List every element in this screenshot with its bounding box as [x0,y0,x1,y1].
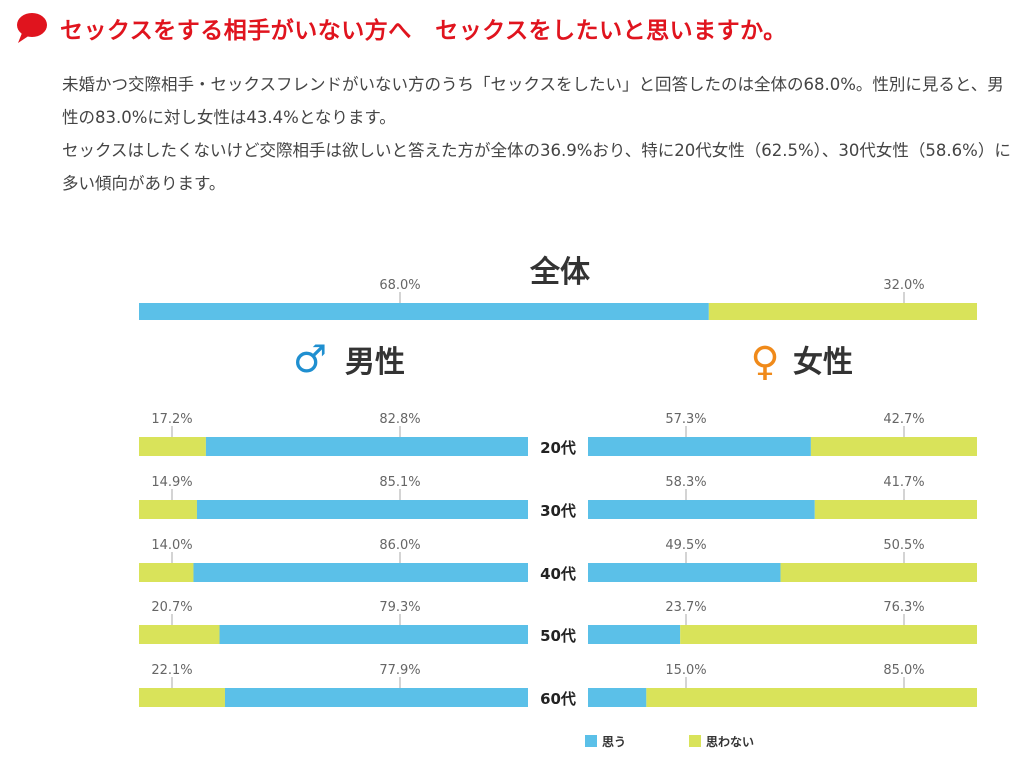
male-no-bar [139,625,220,644]
male-no-bar [139,688,225,707]
male-yes-label: 86.0% [379,538,420,553]
legend-no-swatch [689,735,701,747]
age-category-label: 20代 [540,439,576,457]
female-yes-label: 57.3% [665,412,706,427]
female-yes-label: 15.0% [665,663,706,678]
male-title: 男性 [345,345,405,380]
legend-no-label: 思わない [706,735,754,749]
male-yes-bar [205,437,528,456]
intro-paragraph-1: 未婚かつ交際相手・セックスフレンドがいない方のうち「セックスをしたい」と回答した… [62,75,1004,127]
male-symbol-icon: ♂ [293,337,327,381]
female-yes-label: 49.5% [665,538,706,553]
age-category-label: 60代 [540,690,576,708]
female-no-label: 50.5% [883,538,924,553]
female-yes-label: 58.3% [665,475,706,490]
female-yes-bar [588,625,681,644]
female-no-label: 42.7% [883,412,924,427]
overall-title: 全体 [529,255,591,290]
female-no-bar [810,437,977,456]
male-yes-label: 79.3% [379,600,420,615]
male-no-label: 17.2% [151,412,192,427]
overall-yes-label: 68.0% [379,278,420,293]
male-yes-label: 85.1% [379,475,420,490]
male-no-label: 22.1% [151,663,192,678]
female-yes-bar [588,437,811,456]
page-heading: セックスをする相手がいない方へ セックスをしたいと思いますか。 [14,8,787,48]
female-yes-bar [588,688,647,707]
age-category-label: 50代 [540,627,576,645]
female-no-bar [680,625,977,644]
female-yes-label: 23.7% [665,600,706,615]
page-title: セックスをする相手がいない方へ セックスをしたいと思いますか。 [60,18,787,44]
speech-bubble-icon [17,13,47,43]
legend-yes-swatch [585,735,597,747]
male-yes-bar [196,500,528,519]
male-no-bar [139,563,194,582]
male-yes-label: 82.8% [379,412,420,427]
female-no-bar [646,688,977,707]
male-no-bar [139,500,197,519]
age-category-label: 30代 [540,502,576,520]
male-yes-bar [193,563,528,582]
female-yes-bar [588,500,815,519]
male-no-label: 20.7% [151,600,192,615]
female-symbol-icon: ♀ [750,339,779,385]
intro-paragraph-2: セックスはしたくないけど交際相手は欲しいと答えた方が全体の36.9%おり、特に2… [62,141,1011,193]
male-no-bar [139,437,206,456]
male-yes-label: 77.9% [379,663,420,678]
female-yes-bar [588,563,781,582]
female-no-bar [814,500,977,519]
overall-no-bar [708,303,977,320]
female-no-label: 41.7% [883,475,924,490]
overall-no-label: 32.0% [883,278,924,293]
male-no-label: 14.9% [151,475,192,490]
female-no-label: 76.3% [883,600,924,615]
intro-text: 未婚かつ交際相手・セックスフレンドがいない方のうち「セックスをしたい」と回答した… [62,68,1012,200]
male-yes-bar [224,688,528,707]
female-no-label: 85.0% [883,663,924,678]
male-yes-bar [219,625,528,644]
age-category-label: 40代 [540,565,576,583]
female-no-bar [780,563,977,582]
female-title: 女性 [793,345,853,380]
male-no-label: 14.0% [151,538,192,553]
overall-yes-bar [139,303,709,320]
legend-yes-label: 思う [602,735,626,749]
